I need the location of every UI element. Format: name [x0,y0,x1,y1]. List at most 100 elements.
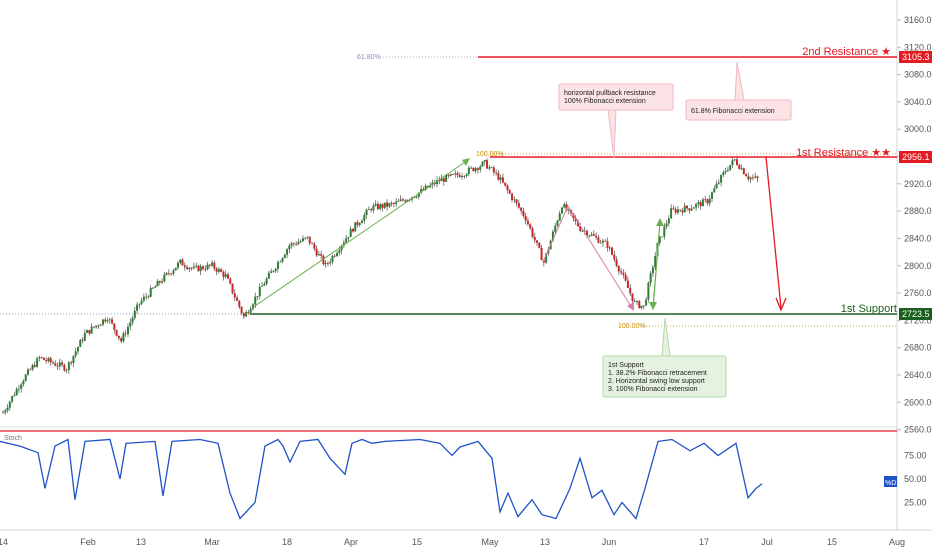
candle [508,188,511,195]
candle [76,346,79,355]
candle [695,202,698,211]
candle [61,359,64,368]
candle [674,206,677,215]
candle [36,356,39,368]
candle [131,315,134,326]
candle [388,202,391,209]
time-tick-label: May [481,537,499,547]
candle [731,157,734,169]
candle [399,195,402,202]
candle [690,204,693,212]
candle [520,206,523,215]
candle [192,262,195,270]
candle [699,200,702,210]
candle [113,323,116,334]
candle [351,228,354,233]
pullback-callout[interactable]: horizontal pullback resistance 100% Fibo… [558,83,674,159]
candle [172,268,175,276]
candle [111,316,114,325]
support-callout[interactable]: 1st Support 1. 38.2% Fibonacci retraceme… [602,317,727,398]
resistance-2-label: 2nd Resistance ★ [802,46,891,58]
candle [476,167,479,174]
candle [63,363,66,373]
projection-down-arrow[interactable] [765,156,787,312]
candle [672,205,675,210]
candle [90,323,93,335]
candle [99,323,102,326]
candle [463,175,466,179]
candle [354,222,357,232]
time-tick-label: Jun [602,537,617,547]
candle [579,222,582,232]
red-retracement-arrow[interactable] [567,205,634,311]
pullback-callout-line1: horizontal pullback resistance [564,90,656,97]
candle [742,167,745,175]
stoch-line[interactable] [0,438,763,520]
fib618-callout[interactable]: 61.8% Fibonacci extension [685,61,792,121]
candle [79,338,82,348]
price-tick-label: 2840.0 [904,233,932,243]
candle [120,336,123,344]
time-tick-label: 15 [412,537,422,547]
red-small-arrow[interactable] [542,205,569,263]
candle [601,238,604,247]
candle [97,324,100,329]
candlestick-series[interactable] [2,155,759,415]
candle [163,272,166,283]
candle [617,264,620,275]
stoch-tick-label: 75.00 [904,451,927,461]
price-tick-label: 3160.0 [904,15,932,25]
candle [626,276,629,288]
candle [608,246,611,252]
candle [126,323,129,337]
candle [499,174,502,184]
candle [751,174,754,181]
support-label: 1st Support [841,303,897,315]
candle [138,303,141,309]
support-price-tag: 2723.5 [899,308,932,320]
candle [449,173,452,177]
price-tick-label: 2720.0 [904,315,932,325]
candle [606,237,609,252]
candle [654,252,657,270]
candle [381,203,384,212]
candle [756,175,759,183]
green-down-arrow[interactable] [649,221,661,310]
main-price-panel[interactable] [0,0,897,427]
candle [4,408,7,415]
candle [215,266,218,276]
candle [233,289,236,301]
candle [58,358,61,370]
candle [311,242,314,245]
candle [581,229,584,233]
price-tick-label: 2760.0 [904,288,932,298]
candle [295,241,298,247]
candle [129,318,132,331]
candle [645,296,648,307]
candle [711,191,714,202]
candle [556,219,559,228]
candle [74,347,77,359]
candle [495,169,498,176]
time-tick-label: 13 [540,537,550,547]
candle [701,197,704,207]
candle [122,331,125,343]
candle [631,293,634,304]
candle [15,387,18,396]
candle [88,329,91,336]
candle [722,170,725,178]
candle [604,239,607,242]
candle [676,205,679,215]
candle [145,292,148,300]
green-trend-arrow[interactable] [251,158,470,309]
candle [92,326,95,329]
price-axis-panel[interactable] [897,0,932,550]
candle [622,269,625,279]
candle [249,306,252,314]
candle [13,392,16,397]
candle [33,361,36,368]
candle [83,329,86,342]
candle [158,280,161,286]
price-tick-label: 2600.0 [904,397,932,407]
